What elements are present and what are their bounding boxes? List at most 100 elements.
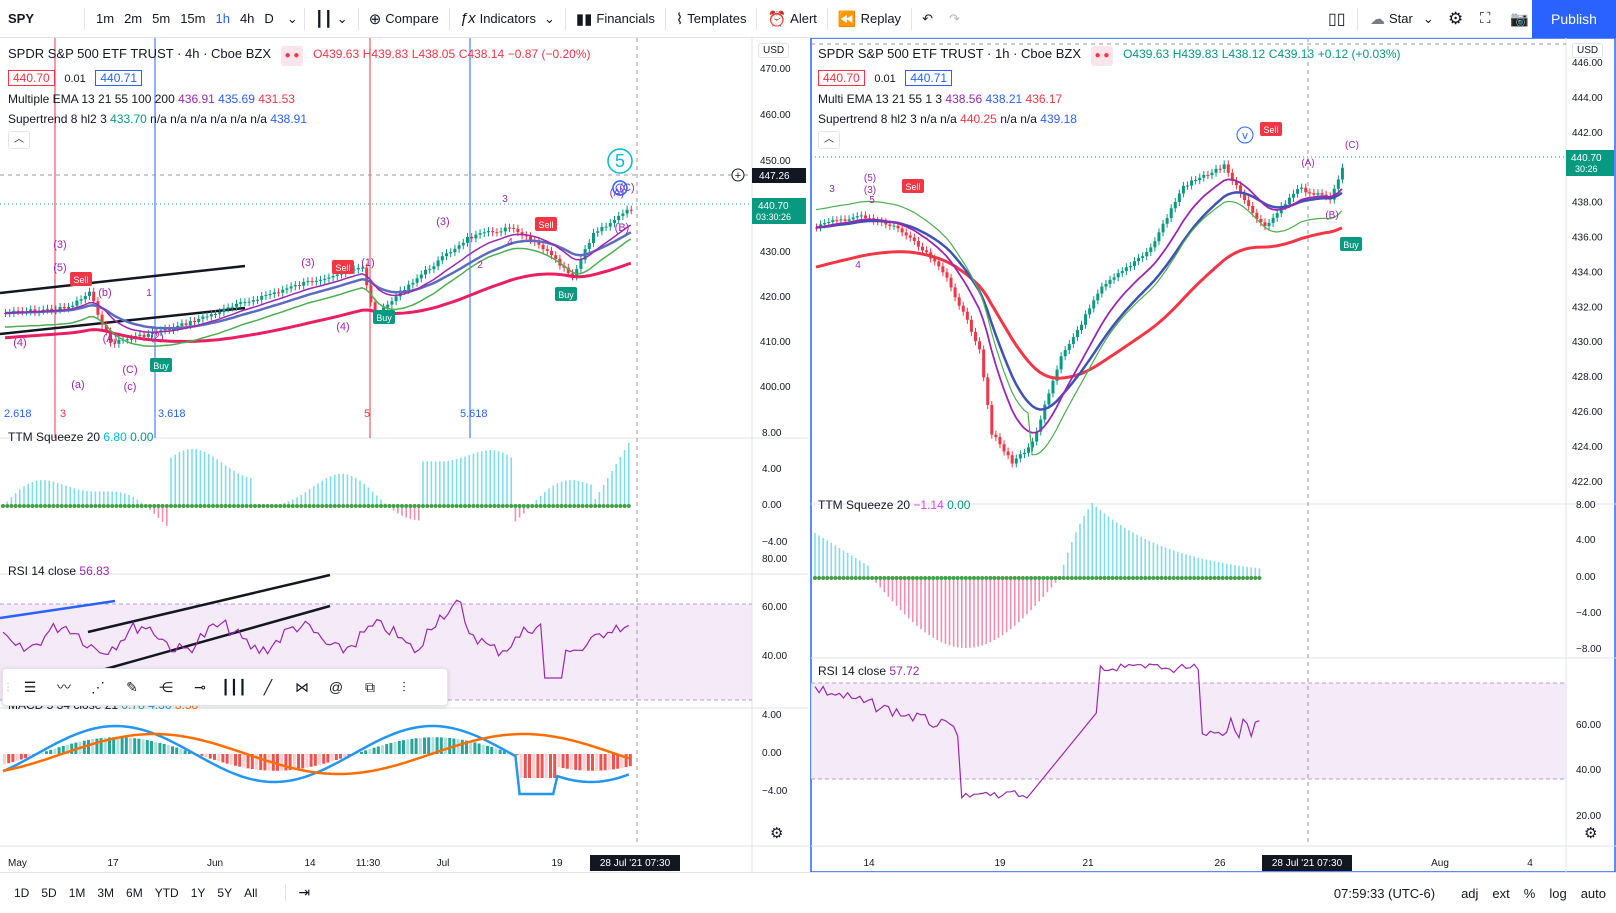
squeeze-dot	[39, 504, 43, 508]
supertrend-legend[interactable]: Supertrend 8 hl2 3	[818, 112, 917, 126]
currency-button[interactable]: USD	[1572, 43, 1603, 58]
scale-log[interactable]: log	[1549, 886, 1566, 901]
pitchfork-tool[interactable]: ⋲	[149, 670, 183, 704]
candle-body	[264, 295, 267, 296]
fib-retracement-tool[interactable]: ☰	[13, 670, 47, 704]
squeeze-dot	[278, 504, 282, 508]
publish-button[interactable]: Publish	[1532, 0, 1616, 38]
bid-box[interactable]: 440.70	[8, 70, 55, 86]
macd-bar	[121, 737, 124, 754]
squeeze-dot	[850, 576, 854, 580]
interval-5m[interactable]: 5m	[147, 11, 175, 26]
replay-button[interactable]: ⏪Replay	[830, 0, 909, 38]
templates-button[interactable]: ⌇Templates	[668, 0, 755, 38]
fib-time-zone-tool[interactable]: ┃┃┃	[217, 670, 251, 704]
squeeze-dot	[935, 576, 939, 580]
redo-button[interactable]: ↷	[941, 0, 968, 38]
range-1y[interactable]: 1Y	[185, 886, 212, 900]
squeeze-dot	[1123, 576, 1127, 580]
buy-label: Buy	[558, 290, 574, 300]
interval-1m[interactable]: 1m	[91, 11, 119, 26]
scale-auto[interactable]: auto	[1581, 886, 1606, 901]
interval-2m[interactable]: 2m	[119, 11, 147, 26]
financials-button[interactable]: ▮▮Financials	[568, 0, 663, 38]
layout-name-button[interactable]: ☁Star⌄	[1362, 0, 1442, 38]
currency-button[interactable]: USD	[758, 43, 789, 58]
macd-bar	[410, 739, 413, 754]
macd-bar	[163, 744, 166, 754]
macd-bar	[280, 754, 283, 771]
squeeze-dot	[497, 504, 501, 508]
settings-button[interactable]: ⚙	[1440, 0, 1471, 38]
scale-ext[interactable]: ext	[1492, 886, 1509, 901]
range-all[interactable]: All	[238, 886, 263, 900]
range-6m[interactable]: 6M	[120, 886, 149, 900]
bid-box[interactable]: 440.70	[818, 70, 865, 86]
range-1d[interactable]: 1D	[8, 886, 35, 900]
sell-signal: Sell	[535, 217, 557, 231]
interval-1h[interactable]: 1h	[210, 11, 234, 26]
candle-body	[311, 281, 314, 282]
ask-box[interactable]: 440.71	[95, 70, 142, 86]
interval-15m[interactable]: 15m	[175, 11, 210, 26]
drag-handle[interactable]: ⋮	[3, 670, 13, 704]
candle-body	[1251, 206, 1254, 213]
pattern-tool[interactable]: ⋈	[285, 670, 319, 704]
fib-spiral-tool[interactable]: @	[319, 670, 353, 704]
range-5y[interactable]: 5Y	[211, 886, 238, 900]
collapse-legend-button[interactable]: ︿	[8, 131, 30, 149]
interval-dropdown[interactable]: ⌄	[283, 0, 302, 38]
candle-body	[958, 297, 961, 305]
interval-4h[interactable]: 4h	[235, 11, 259, 26]
goto-date-icon[interactable]: ⇥	[285, 884, 310, 901]
supertrend-legend[interactable]: Supertrend 8 hl2 3	[8, 112, 107, 126]
regression-tool[interactable]: ⫶	[387, 670, 421, 704]
symbol-search[interactable]: SPY	[0, 0, 82, 38]
wave-label: (B)	[615, 222, 630, 234]
range-ytd[interactable]: YTD	[149, 886, 185, 900]
squeeze-dot	[480, 504, 484, 508]
candle-body	[1141, 256, 1144, 258]
bar-style-button[interactable]: ┃┃⌄	[307, 0, 356, 38]
alert-button[interactable]: ⏰Alert	[759, 0, 824, 38]
trend-line-tool[interactable]: ╱	[251, 670, 285, 704]
ask-box[interactable]: 440.71	[905, 70, 952, 86]
scale-adj[interactable]: adj	[1461, 886, 1478, 901]
brush-tool[interactable]: ✎	[115, 670, 149, 704]
price-tick: 426.00	[1572, 407, 1603, 418]
layout-select-button[interactable]: ▯▯	[1320, 0, 1354, 38]
candle-body	[130, 339, 133, 340]
visibility-toggle[interactable]: ● ●	[1091, 46, 1114, 66]
squeeze-dot	[534, 504, 538, 508]
collapse-legend-button[interactable]: ︿	[818, 131, 840, 149]
clock-display[interactable]: 07:59:33 (UTC-6)	[1334, 886, 1435, 901]
left-axis-settings-gear-icon[interactable]: ⚙	[770, 824, 783, 842]
right-axis-settings-gear-icon[interactable]: ⚙	[1584, 824, 1597, 842]
fib-label: 5	[364, 408, 370, 420]
horizontal-ray-tool[interactable]: ⊸	[183, 670, 217, 704]
ttm-tick: 8.00	[762, 428, 782, 439]
macd-bar	[184, 750, 187, 754]
range-3m[interactable]: 3M	[91, 886, 120, 900]
ema-legend[interactable]: Multi EMA 13 21 55 1 3	[818, 92, 942, 106]
compare-button[interactable]: ⊕Compare	[361, 0, 447, 38]
ema-legend[interactable]: Multiple EMA 13 21 55 100 200	[8, 92, 175, 106]
visibility-toggle[interactable]: ● ●	[281, 46, 304, 66]
undo-button[interactable]: ↶	[914, 0, 941, 38]
rsi-tick: 40.00	[1576, 765, 1601, 776]
interval-D[interactable]: D	[259, 11, 278, 26]
range-1m[interactable]: 1M	[63, 886, 92, 900]
elliott-wave-tool[interactable]: 〰	[47, 670, 81, 704]
candle-body	[994, 435, 997, 437]
chart-canvas[interactable]: SellSellSellBuyBuyBuy(a)(b)(c)(3)(5)(4)(…	[0, 38, 1616, 872]
candle-body	[1268, 223, 1271, 226]
scale-percent[interactable]: %	[1524, 886, 1536, 901]
fullscreen-button[interactable]: ⛶	[1472, 0, 1499, 38]
parallel-channel-tool[interactable]: ⧉	[353, 670, 387, 704]
abcd-pattern-tool[interactable]: ⋰	[81, 670, 115, 704]
squeeze-dot	[551, 504, 555, 508]
squeeze-dot	[257, 504, 261, 508]
range-5d[interactable]: 5D	[35, 886, 62, 900]
